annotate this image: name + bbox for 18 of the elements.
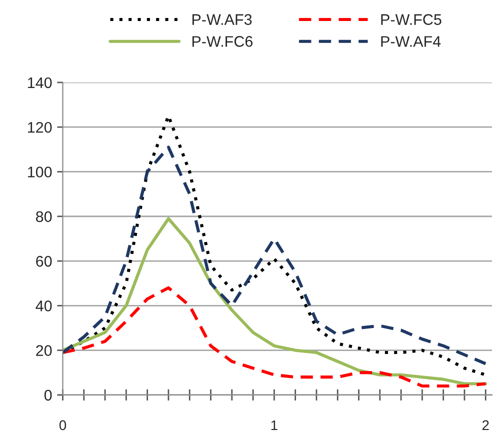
x-tick-label: 2 xyxy=(482,420,489,430)
line-series xyxy=(62,217,488,386)
legend-label: P-W.FC6 xyxy=(192,36,253,47)
x-tick-label: 1 xyxy=(271,420,278,430)
legend-label: P-W.AF4 xyxy=(381,36,441,47)
y-tick-label: 80 xyxy=(36,211,52,222)
x-tick-label: 0 xyxy=(59,420,66,430)
y-tick-label: 60 xyxy=(36,256,52,267)
y-tick-label: 40 xyxy=(36,300,52,312)
y-tick-label: 0 xyxy=(44,390,52,401)
legend-label: P-W.FC5 xyxy=(381,14,442,25)
line-series xyxy=(62,286,488,388)
y-tick-label: 120 xyxy=(28,122,52,133)
y-tick-label: 20 xyxy=(36,345,52,356)
y-tick-label: 140 xyxy=(28,77,52,88)
legend-label: P-W.AF3 xyxy=(192,14,252,25)
line-series xyxy=(62,146,488,366)
y-tick-label: 100 xyxy=(28,166,52,178)
